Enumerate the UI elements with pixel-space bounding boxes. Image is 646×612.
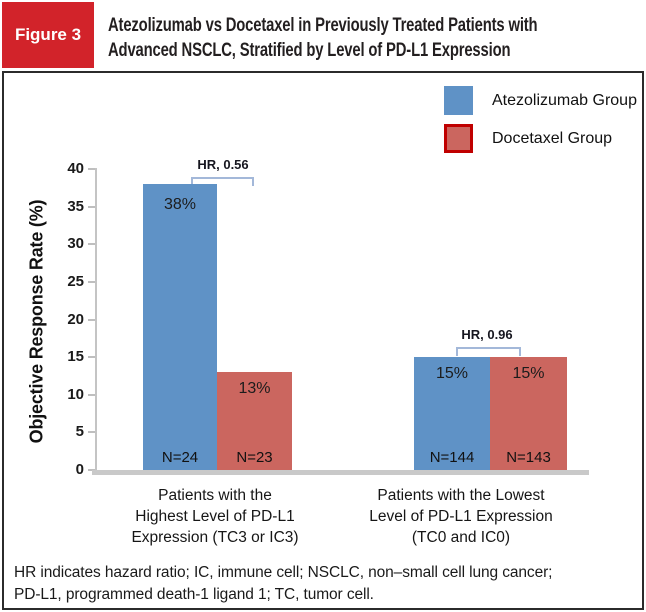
category-label-line: Patients with the Lowest: [377, 487, 545, 504]
category-label-line: (TC0 and IC0): [411, 529, 511, 546]
category-label-line: Patients with the: [158, 487, 272, 504]
y-tickmark: [88, 469, 95, 471]
category-label-line: Expression (TC3 or IC3): [131, 529, 299, 546]
y-tickmark: [88, 168, 95, 170]
category-label-line: Highest Level of PD-L1: [135, 508, 295, 525]
hr-bracket-lowest: [456, 347, 521, 356]
figure-footnote: HR indicates hazard ratio; IC, immune ce…: [14, 562, 634, 606]
figure-badge: Figure 3: [2, 2, 94, 68]
y-tickmark: [88, 431, 95, 433]
y-axis-line: [95, 168, 97, 471]
hr-bracket-highest: [191, 177, 254, 186]
figure-title-line2: Advanced NSCLC, Stratified by Level of P…: [108, 40, 511, 61]
y-tick-10: 10: [67, 386, 84, 403]
hr-annotation-lowest: HR, 0.96: [461, 327, 513, 342]
y-tickmark: [88, 356, 95, 358]
bar-n-label: N=143: [506, 449, 551, 466]
y-tick-30: 30: [67, 235, 84, 252]
footnote-line2: PD-L1, programmed death-1 ligand 1; TC, …: [14, 586, 374, 603]
y-tick-20: 20: [67, 311, 84, 328]
category-label-line: Level of PD-L1 Expression: [369, 508, 553, 525]
bar-atezolizumab-lowest: 15% N=144: [414, 357, 490, 470]
bar-docetaxel-lowest: 15% N=143: [490, 357, 567, 470]
bar-value-label: 15%: [435, 365, 469, 383]
y-axis-title: Objective Response Rate (%): [26, 199, 47, 444]
figure-title-line1: Atezolizumab vs Docetaxel in Previously …: [108, 15, 538, 36]
bar-n-label: N=24: [161, 449, 199, 466]
bar-n-label: N=23: [236, 449, 273, 466]
y-tickmark: [88, 281, 95, 283]
y-tick-25: 25: [67, 273, 84, 290]
category-label-lowest: Patients with the Lowest Level of PD-L1 …: [356, 485, 566, 548]
bar-atezolizumab-highest: 38% N=24: [143, 184, 217, 470]
bar-docetaxel-highest: 13% N=23: [217, 372, 292, 470]
y-tick-5: 5: [75, 423, 84, 440]
y-tickmark: [88, 206, 95, 208]
hr-annotation-highest: HR, 0.56: [197, 157, 249, 172]
y-tickmark: [88, 394, 95, 396]
figure-title: Atezolizumab vs Docetaxel in Previously …: [108, 13, 642, 63]
y-tickmark: [88, 319, 95, 321]
x-axis-baseline: [92, 470, 589, 475]
bar-value-label: 13%: [238, 380, 271, 398]
figure-badge-label: Figure 3: [14, 25, 82, 44]
legend-swatch-atezolizumab: [444, 86, 473, 115]
footnote-line1: HR indicates hazard ratio; IC, immune ce…: [14, 564, 553, 581]
category-label-highest: Patients with the Highest Level of PD-L1…: [115, 485, 315, 548]
y-tick-40: 40: [67, 160, 84, 177]
y-tickmark: [88, 243, 95, 245]
bar-n-label: N=144: [429, 449, 475, 466]
legend-swatch-docetaxel: [444, 124, 473, 153]
legend-label-atezolizumab: Atezolizumab Group: [492, 91, 637, 109]
y-tick-15: 15: [67, 348, 84, 365]
bar-value-label: 15%: [512, 365, 545, 383]
legend-label-docetaxel: Docetaxel Group: [492, 129, 613, 147]
y-tick-35: 35: [67, 198, 84, 215]
bar-value-label: 38%: [163, 196, 197, 214]
chart-panel: Atezolizumab Group Docetaxel Group Objec…: [2, 71, 644, 610]
y-tick-0: 0: [75, 461, 84, 478]
